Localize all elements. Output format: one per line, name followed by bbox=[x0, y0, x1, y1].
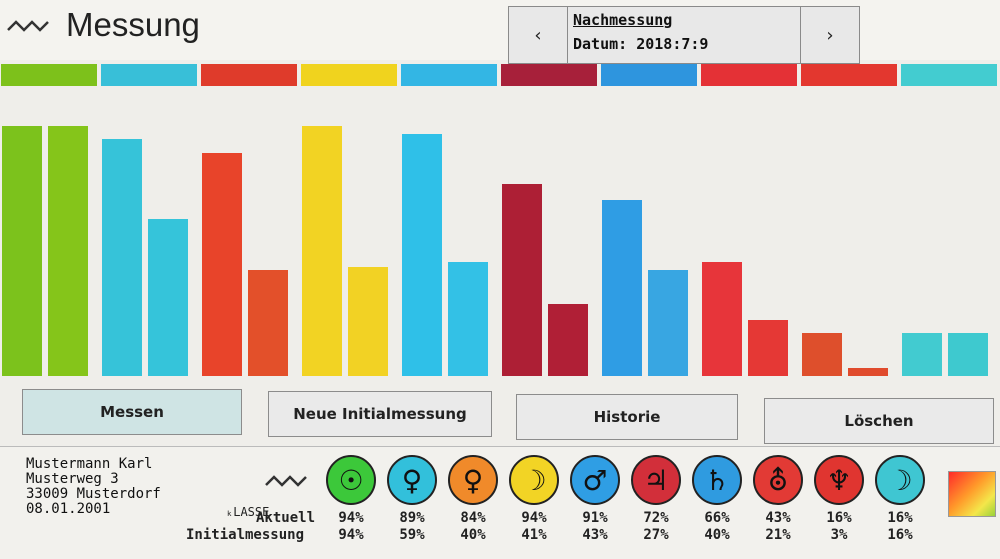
bar-initial bbox=[948, 333, 988, 376]
bar-initial bbox=[648, 269, 688, 376]
bar-initial bbox=[448, 261, 488, 376]
color-strip-segment bbox=[701, 64, 797, 86]
sun-icon: ☉ bbox=[326, 455, 376, 505]
aktuell-percent: 89% bbox=[399, 510, 425, 526]
patient-street: Musterweg 3 bbox=[26, 471, 119, 487]
wave-icon bbox=[7, 20, 49, 32]
initial-percent: 40% bbox=[704, 527, 730, 543]
neue-initialmessung-button[interactable]: Neue Initialmessung bbox=[268, 391, 492, 437]
initial-percent: 43% bbox=[582, 527, 608, 543]
aktuell-percent: 43% bbox=[765, 510, 791, 526]
bar-initial bbox=[548, 304, 588, 376]
gradient-swatch bbox=[948, 471, 996, 517]
measurement-navigator: ‹ Nachmessung Datum: 2018:7:9 › bbox=[508, 6, 860, 64]
initial-percent: 27% bbox=[643, 527, 669, 543]
patient-info: Mustermann Karl Musterweg 3 33009 Muster… bbox=[26, 457, 161, 517]
prev-measurement-button[interactable]: ‹ bbox=[509, 7, 568, 63]
color-strip-segment bbox=[301, 64, 397, 86]
page-title: Messung bbox=[66, 6, 200, 43]
mars-icon: ♂ bbox=[570, 455, 620, 505]
bar-aktuell bbox=[702, 261, 742, 376]
aktuell-label: Aktuell bbox=[256, 510, 316, 526]
initial-percent: 16% bbox=[887, 527, 913, 543]
bar-aktuell bbox=[202, 152, 242, 376]
bar-initial bbox=[848, 368, 888, 376]
bar-aktuell bbox=[402, 133, 442, 376]
patient-dob: 08.01.2001 bbox=[26, 501, 111, 517]
bar-chart bbox=[0, 90, 1000, 376]
color-strip-segment bbox=[1, 64, 97, 86]
color-strip-segment bbox=[401, 64, 497, 86]
saturn-icon: ♄ bbox=[692, 455, 742, 505]
initial-percent: 21% bbox=[765, 527, 791, 543]
initialmessung-label: Initialmessung bbox=[186, 527, 305, 543]
color-strip-segment bbox=[201, 64, 297, 86]
bar-aktuell bbox=[902, 333, 942, 376]
footer-panel: Mustermann Karl Musterweg 3 33009 Muster… bbox=[0, 446, 1000, 559]
aktuell-percent: 94% bbox=[521, 510, 547, 526]
patient-name: Mustermann Karl bbox=[26, 456, 153, 472]
measurement-date: Datum: 2018:7:9 bbox=[573, 35, 709, 53]
bar-initial bbox=[248, 269, 288, 376]
initial-percent: 40% bbox=[460, 527, 486, 543]
aktuell-percent: 84% bbox=[460, 510, 486, 526]
next-measurement-button[interactable]: › bbox=[800, 7, 859, 63]
klasse-label: ₖLASSE bbox=[226, 505, 270, 519]
jupiter-icon: ♃ bbox=[631, 455, 681, 505]
aktuell-percent: 91% bbox=[582, 510, 608, 526]
wave-icon bbox=[265, 475, 307, 487]
aktuell-percent: 16% bbox=[887, 510, 913, 526]
bar-aktuell bbox=[102, 139, 142, 376]
aktuell-percent: 66% bbox=[704, 510, 730, 526]
bar-aktuell bbox=[2, 125, 42, 376]
color-strip-segment bbox=[801, 64, 897, 86]
initial-percent: 3% bbox=[830, 527, 848, 543]
measurement-info: Nachmessung Datum: 2018:7:9 bbox=[573, 11, 708, 53]
bar-initial bbox=[748, 320, 788, 376]
action-buttons: Messen Neue Initialmessung Historie Lösc… bbox=[0, 384, 1000, 444]
bar-aktuell bbox=[502, 184, 542, 376]
venus-teal-icon: ♀ bbox=[387, 455, 437, 505]
moon-icon: ☽ bbox=[509, 455, 559, 505]
measurement-mode: Nachmessung bbox=[573, 11, 673, 29]
aktuell-percent: 94% bbox=[338, 510, 364, 526]
color-strip-segment bbox=[501, 64, 597, 86]
color-strip-segment bbox=[101, 64, 197, 86]
color-strip-segment bbox=[601, 64, 697, 86]
aktuell-percent: 72% bbox=[643, 510, 669, 526]
messen-button[interactable]: Messen bbox=[22, 389, 242, 435]
loeschen-button[interactable]: Löschen bbox=[764, 398, 994, 444]
bar-initial bbox=[148, 219, 188, 376]
bar-aktuell bbox=[302, 125, 342, 376]
title-area: Messung bbox=[6, 6, 200, 44]
bar-aktuell bbox=[602, 200, 642, 376]
aktuell-percent: 16% bbox=[826, 510, 852, 526]
bar-aktuell bbox=[802, 333, 842, 376]
venus-orange-icon: ♀ bbox=[448, 455, 498, 505]
moon-teal-icon: ☽ bbox=[875, 455, 925, 505]
bar-initial bbox=[48, 125, 88, 376]
historie-button[interactable]: Historie bbox=[516, 394, 738, 440]
initial-percent: 41% bbox=[521, 527, 547, 543]
initial-percent: 94% bbox=[338, 527, 364, 543]
color-strip-segment bbox=[901, 64, 997, 86]
neptune-icon: ♆ bbox=[814, 455, 864, 505]
uranus-icon: ⛢ bbox=[753, 455, 803, 505]
bar-initial bbox=[348, 266, 388, 376]
header: Messung ‹ Nachmessung Datum: 2018:7:9 › bbox=[0, 0, 1000, 64]
initial-percent: 59% bbox=[399, 527, 425, 543]
patient-city: 33009 Musterdorf bbox=[26, 486, 161, 502]
